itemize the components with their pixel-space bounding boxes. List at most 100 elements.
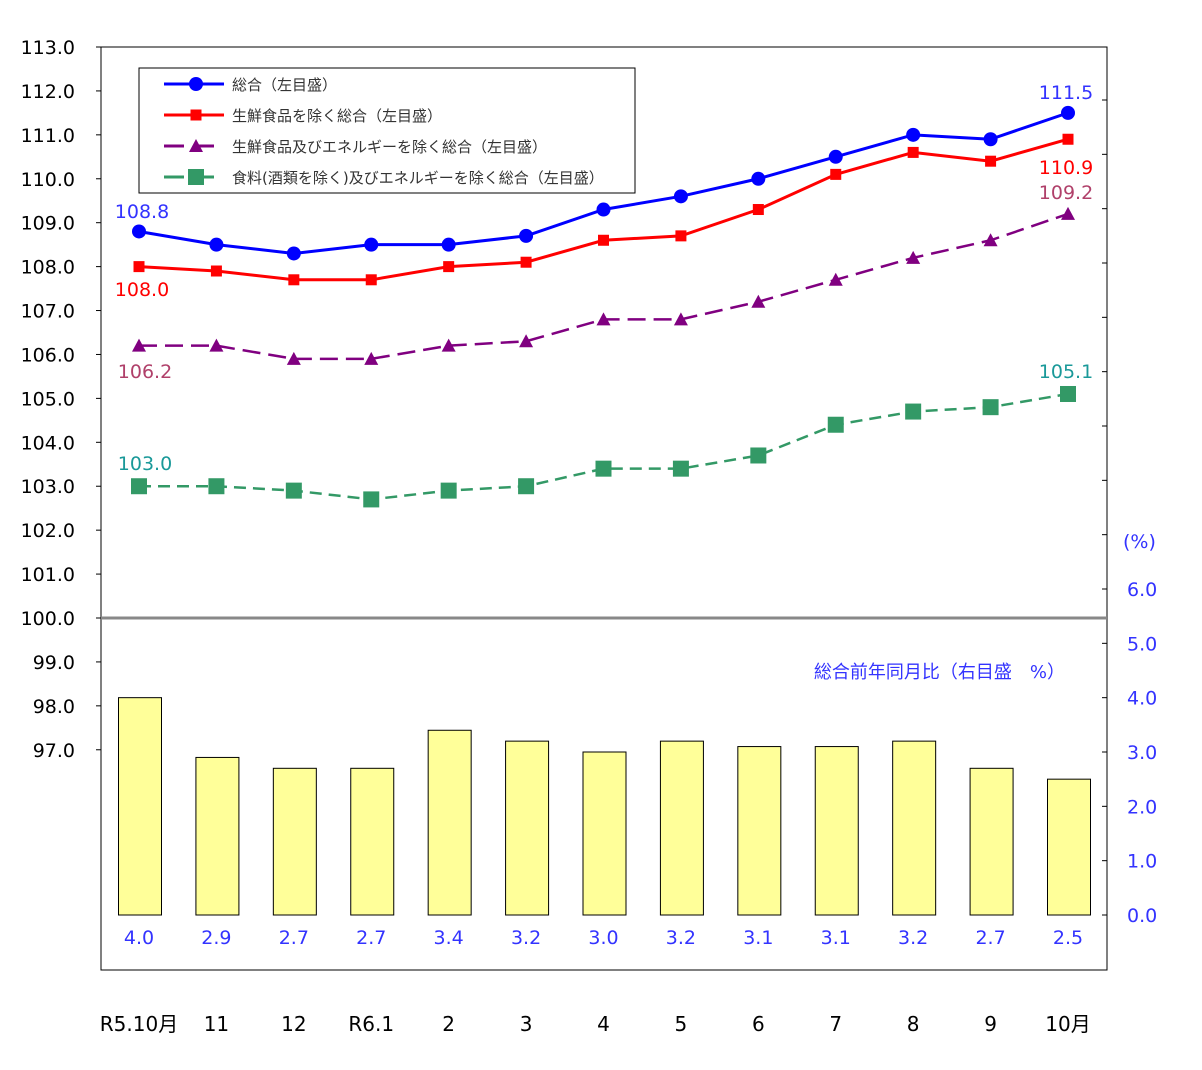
right-tick-label: 0.0 (1127, 905, 1157, 927)
x-tick-label: R5.10月 (100, 1012, 178, 1036)
series-point-1 (365, 274, 377, 286)
right-tick-label: 2.0 (1127, 796, 1157, 818)
x-tick-label: R6.1 (348, 1012, 394, 1036)
series-point-2 (286, 351, 301, 365)
series-point-2 (906, 250, 921, 264)
left-tick-label: 110.0 (21, 169, 75, 191)
x-tick-label: 10月 (1045, 1012, 1090, 1036)
bar (505, 740, 550, 916)
right-tick-label: 4.0 (1127, 688, 1157, 710)
series-data-label: 109.2 (1039, 182, 1093, 204)
series-point-1 (133, 261, 145, 273)
bar (427, 729, 472, 916)
series-point-3 (208, 478, 225, 495)
series-point-2 (132, 338, 146, 352)
series-point-1 (830, 168, 842, 180)
x-tick-label: 6 (752, 1012, 765, 1036)
bar-value-label: 2.9 (201, 927, 231, 949)
series-point-0 (673, 189, 688, 204)
series-point-0 (441, 237, 456, 252)
right-tick-label: 6.0 (1127, 579, 1157, 601)
left-tick-label: 108.0 (21, 257, 75, 279)
bar-value-label: 3.2 (511, 927, 541, 949)
series-point-0 (209, 237, 224, 252)
series-point-0 (364, 237, 379, 252)
series-data-label: 111.5 (1039, 82, 1093, 104)
left-tick-label: 107.0 (21, 301, 75, 323)
left-tick-label: 111.0 (21, 125, 75, 147)
series-point-0 (1061, 105, 1075, 120)
right-tick-label: 5.0 (1127, 633, 1157, 655)
series-point-3 (672, 460, 689, 477)
series-point-3 (750, 447, 767, 464)
series-data-label: 108.0 (115, 279, 169, 301)
left-tick-label: 112.0 (21, 81, 75, 103)
series-point-3 (440, 482, 457, 499)
bar (892, 740, 937, 916)
x-tick-label: 4 (597, 1012, 610, 1036)
left-tick-label: 103.0 (21, 476, 75, 498)
series-point-2 (828, 272, 843, 286)
x-tick-label: 8 (907, 1012, 920, 1036)
bar (582, 751, 627, 916)
series-point-1 (210, 265, 222, 277)
series-data-label: 105.1 (1039, 361, 1093, 383)
bar-value-label: 3.2 (898, 927, 928, 949)
series-point-0 (828, 149, 843, 164)
series-point-3 (131, 478, 147, 495)
series-point-0 (132, 224, 146, 239)
series-point-2 (519, 334, 534, 348)
bar (118, 697, 162, 916)
series-point-3 (1060, 385, 1076, 402)
series-point-1 (907, 146, 919, 158)
series-point-1 (598, 234, 609, 246)
x-tick-label: 11 (204, 1012, 229, 1036)
left-tick-label: 102.0 (21, 520, 75, 542)
left-tick-label: 99.0 (33, 652, 75, 674)
series-point-3 (363, 491, 380, 508)
series-point-2 (596, 312, 611, 326)
bar-value-label: 3.0 (588, 927, 618, 949)
series-data-label: 103.0 (118, 453, 172, 475)
bar (272, 767, 317, 916)
series-point-0 (906, 127, 921, 142)
right-tick-label: 3.0 (1127, 742, 1157, 764)
x-tick-label: 3 (520, 1012, 533, 1036)
bar-value-label: 2.7 (975, 927, 1005, 949)
legend-label: 食料(酒類を除く)及びエネルギーを除く総合（左目盛） (232, 169, 604, 187)
series-point-1 (443, 261, 455, 273)
bar-value-label: 3.1 (821, 927, 851, 949)
bar-value-label: 2.7 (279, 927, 309, 949)
bar (1047, 778, 1091, 916)
bar-value-label: 4.0 (124, 927, 154, 949)
left-tick-label: 104.0 (21, 432, 75, 454)
series-point-0 (983, 132, 998, 147)
bars-series-label: 総合前年同月比（右目盛 %） (814, 662, 1065, 683)
series-data-label: 110.9 (1039, 157, 1093, 179)
left-tick-label: 101.0 (21, 564, 75, 586)
bar (737, 746, 782, 916)
x-tick-label: 2 (442, 1012, 455, 1036)
series-point-1 (752, 204, 764, 216)
plot-frame (100, 46, 1108, 971)
legend-marker (189, 139, 203, 152)
left-tick-label: 105.0 (21, 388, 75, 410)
series-point-3 (982, 399, 999, 416)
series-point-3 (827, 416, 844, 433)
legend-marker (189, 77, 203, 91)
series-point-2 (983, 233, 998, 247)
bar (969, 767, 1014, 916)
right-tick-label: 1.0 (1127, 851, 1157, 873)
legend-label: 総合（左目盛） (232, 76, 337, 94)
x-tick-label: 5 (675, 1012, 688, 1036)
series-point-0 (751, 171, 766, 186)
series-point-1 (985, 155, 997, 167)
legend-label: 生鮮食品及びエネルギーを除く総合（左目盛） (232, 138, 547, 156)
bar (195, 756, 240, 916)
bar-value-label: 3.2 (666, 927, 696, 949)
series-point-2 (751, 294, 766, 308)
left-tick-label: 97.0 (33, 740, 75, 762)
series-data-label: 106.2 (118, 361, 172, 383)
left-tick-label: 98.0 (33, 696, 75, 718)
